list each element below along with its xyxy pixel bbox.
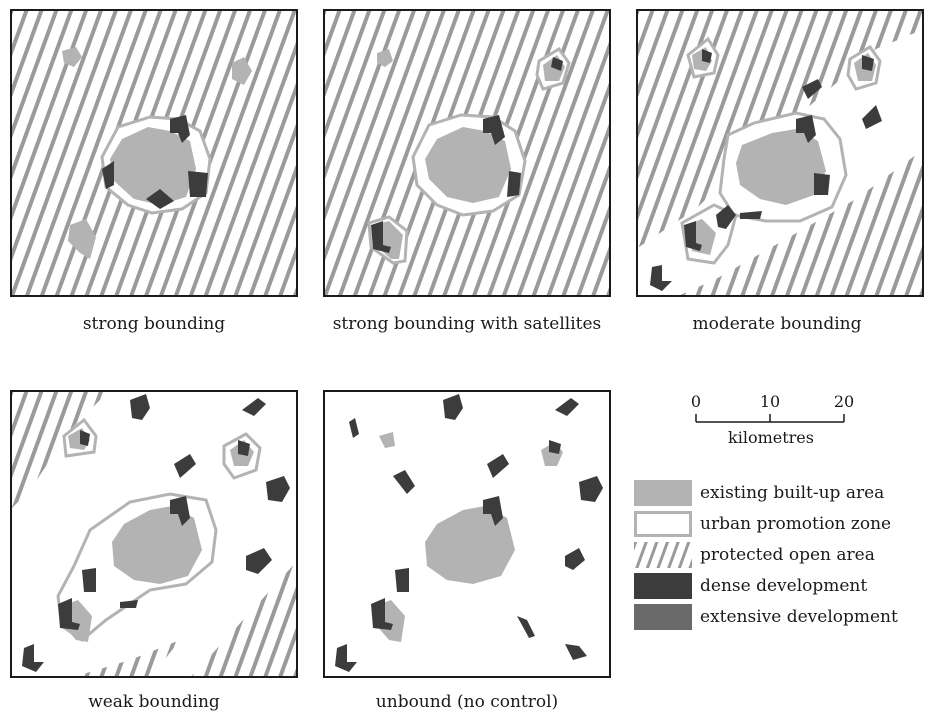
dense-development [170, 115, 190, 143]
extensive-development [565, 644, 587, 660]
dense-development [716, 205, 736, 229]
extensive-development [579, 476, 603, 502]
panel-strong-bounding [10, 9, 298, 297]
scale-tick-0: 0 [690, 392, 702, 411]
scale-tick-20: 20 [833, 392, 855, 411]
protected-open-area [70, 640, 180, 678]
panel-weak-bounding [10, 390, 298, 678]
extensive-development [22, 644, 44, 672]
panel-strong-bounding-satellites [323, 9, 611, 297]
extensive-development [517, 616, 535, 638]
legend-label: extensive development [700, 607, 898, 627]
dense-swatch [634, 573, 692, 599]
dense-development [146, 189, 174, 209]
protected-open-area [190, 560, 298, 678]
dense-development [82, 568, 96, 592]
dense-development [120, 600, 138, 608]
dense-development [395, 568, 409, 592]
caption-unbound: unbound (no control) [375, 692, 559, 712]
legend-item-protected: protected open area [634, 540, 924, 571]
caption-moderate-bounding: moderate bounding [692, 314, 862, 334]
caption-strong-bounding-satellites: strong bounding with satellites [332, 314, 602, 334]
caption-strong-bounding: strong bounding [82, 314, 226, 334]
legend-item-built-up: existing built-up area [634, 478, 924, 509]
extensive-development [130, 394, 150, 420]
extensive-development [266, 476, 290, 502]
dense-development [80, 430, 90, 446]
legend-label: protected open area [700, 545, 875, 565]
protected-open-area [10, 390, 110, 510]
legend-label: dense development [700, 576, 868, 596]
dense-development [702, 49, 712, 63]
legend-item-promotion: urban promotion zone [634, 509, 924, 540]
dense-development [483, 115, 505, 145]
dense-development [549, 440, 561, 454]
dense-development [740, 211, 762, 219]
dense-development [814, 173, 830, 195]
legend: existing built-up area urban promotion z… [634, 478, 924, 633]
promotion-swatch [634, 511, 692, 537]
dense-development [102, 161, 114, 189]
dense-development [862, 55, 874, 71]
dense-development [796, 115, 816, 143]
existing-built-up-area [112, 506, 202, 584]
protected-swatch [634, 542, 692, 568]
dense-development [188, 171, 208, 197]
existing-built-up-area [110, 127, 196, 205]
scale-unit: kilometres [728, 428, 814, 447]
dense-development [684, 221, 702, 251]
extensive-development [555, 398, 579, 416]
extensive-development [862, 105, 882, 129]
extensive-development [650, 265, 672, 291]
scale-bar-line [695, 414, 845, 423]
extensive-development [246, 548, 272, 574]
dense-development [58, 598, 80, 630]
existing-built-up-area [736, 129, 826, 205]
existing-built-up-area [425, 506, 515, 584]
extensive-development [349, 418, 359, 438]
extensive-development [443, 394, 463, 420]
existing-built-up-area [62, 47, 82, 67]
dense-development [170, 496, 190, 526]
extensive-swatch [634, 604, 692, 630]
legend-label: urban promotion zone [700, 514, 892, 534]
existing-built-up-area [68, 219, 96, 259]
extensive-development [335, 644, 357, 672]
built-up-swatch [634, 480, 692, 506]
legend-item-extensive: extensive development [634, 602, 924, 633]
extensive-development [242, 398, 266, 416]
dense-development [483, 496, 503, 526]
extensive-development [174, 454, 196, 478]
existing-built-up-area [425, 127, 511, 203]
panel-moderate-bounding [636, 9, 924, 297]
legend-label: existing built-up area [700, 483, 885, 503]
existing-built-up-area [379, 432, 395, 448]
existing-built-up-area [232, 57, 252, 85]
extensive-development [393, 470, 415, 494]
dense-development [371, 598, 393, 630]
existing-built-up-area [377, 49, 393, 67]
dense-development [371, 221, 391, 253]
panel-unbound [323, 390, 611, 678]
dense-development [551, 57, 563, 71]
dense-development [507, 171, 521, 197]
extensive-development [802, 79, 822, 99]
scale-tick-10: 10 [759, 392, 781, 411]
extensive-development [487, 454, 509, 478]
scale-bar: 0 10 20 kilometres [686, 392, 856, 448]
caption-weak-bounding: weak bounding [88, 692, 220, 712]
legend-item-dense: dense development [634, 571, 924, 602]
extensive-development [565, 548, 585, 570]
dense-development [238, 440, 250, 456]
